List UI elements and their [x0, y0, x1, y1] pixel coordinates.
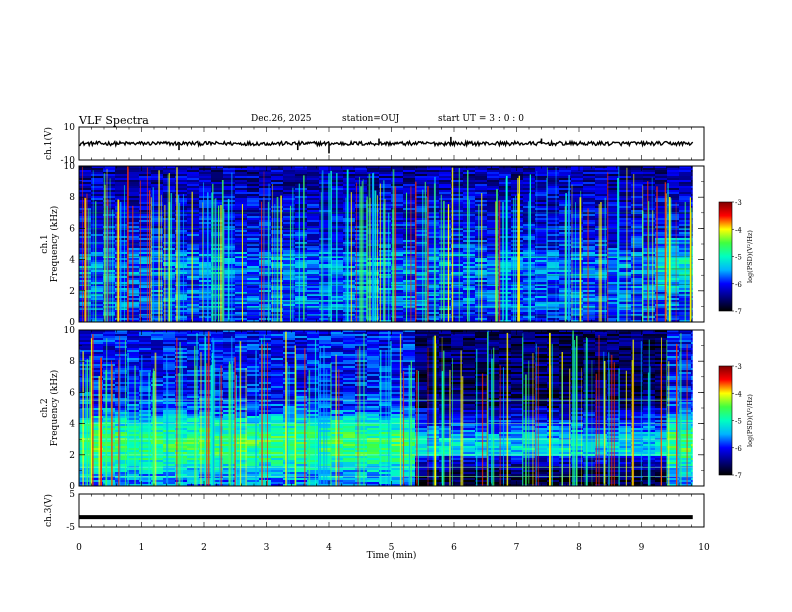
- spectrogram-blank: [692, 166, 704, 322]
- y-tick-label: 10: [64, 123, 76, 133]
- ch2-spectrogram-image: [79, 330, 704, 486]
- x-tick-label: 0: [76, 543, 82, 553]
- colorbar-tick-label: -6: [735, 445, 742, 453]
- ch1-colorbar-label: log(PSD)(V²/Hz): [746, 230, 754, 283]
- y-tick-label: 6: [69, 388, 75, 398]
- y-tick-label: 2: [69, 287, 75, 297]
- y-tick-label: 0: [69, 318, 75, 328]
- x-tick-label: 7: [514, 543, 520, 553]
- ch3-waveform-ylabel: ch.3(V): [43, 494, 54, 527]
- chart-title: VLF Spectra: [79, 114, 149, 127]
- colorbar-tick-label: -3: [735, 199, 742, 207]
- x-tick-label: 6: [451, 543, 457, 553]
- y-tick-label: 2: [69, 451, 75, 461]
- y-tick-label: 6: [69, 224, 75, 234]
- x-tick-label: 2: [201, 543, 207, 553]
- x-tick-label: 4: [326, 543, 332, 553]
- colorbar-tick-label: -5: [735, 418, 742, 426]
- y-tick-label: 4: [69, 420, 75, 430]
- colorbar-tick-label: -4: [735, 226, 742, 234]
- ch1-colorbar: [718, 201, 733, 312]
- ch1-waveform-trace: [79, 139, 694, 148]
- y-tick-label: 8: [69, 357, 75, 367]
- date-label: Dec.26, 2025: [251, 114, 312, 124]
- colorbar-tick-label: -3: [735, 363, 742, 371]
- colorbar-tick-label: -7: [735, 472, 742, 480]
- x-tick-label: 3: [264, 543, 270, 553]
- y-tick-label: -5: [66, 523, 75, 533]
- station-label: station=OUJ: [342, 114, 400, 124]
- y-tick-label: 5: [69, 490, 75, 500]
- ch1-spectrogram-ylabel-freq: Frequency (kHz): [49, 206, 60, 283]
- y-tick-label: 8: [69, 193, 75, 203]
- x-tick-label: 5: [389, 543, 395, 553]
- x-tick-label: 1: [139, 543, 145, 553]
- y-tick-label: 0: [69, 482, 75, 492]
- start-time-label: start UT = 3 : 0 : 0: [438, 114, 524, 124]
- colorbar-tick-label: -5: [735, 254, 742, 262]
- ch1-spectrogram-image: [79, 166, 704, 322]
- x-axis-label: Time (min): [367, 550, 417, 561]
- ch2-spectrogram-ylabel-freq: Frequency (kHz): [49, 370, 60, 447]
- ch2-colorbar: [718, 365, 733, 476]
- y-tick-label: -10: [61, 156, 76, 166]
- x-tick-label: 10: [698, 543, 710, 553]
- spectrogram-blank: [692, 330, 704, 486]
- x-tick-label: 8: [576, 543, 582, 553]
- ch2-spectrogram-ylabel-channel: ch.2: [40, 398, 50, 417]
- ch2-colorbar-label: log(PSD)(V²/Hz): [746, 394, 754, 447]
- y-tick-label: 10: [64, 162, 76, 172]
- y-tick-label: 10: [64, 326, 76, 336]
- colorbar-tick-label: -7: [735, 308, 742, 316]
- x-tick-label: 9: [639, 543, 645, 553]
- ch1-spectrogram-ylabel-channel: ch.1: [40, 234, 50, 253]
- y-tick-label: 4: [69, 256, 75, 266]
- ch1-waveform-ylabel: ch.1(V): [43, 127, 54, 160]
- colorbar-tick-label: -6: [735, 281, 742, 289]
- colorbar-tick-label: -4: [735, 390, 742, 398]
